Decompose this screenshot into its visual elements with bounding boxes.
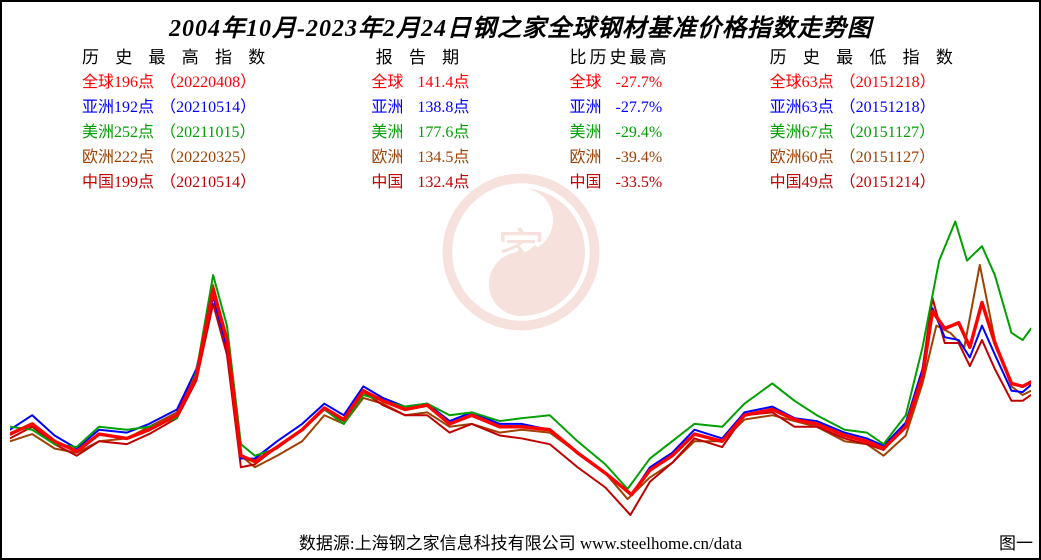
region-value: 美洲252点 bbox=[82, 121, 154, 146]
series-line-china bbox=[10, 298, 1031, 515]
region-label: 美洲 bbox=[570, 121, 610, 146]
region-value: 亚洲63点 bbox=[770, 96, 834, 121]
col-header-report: 报 告 期 bbox=[371, 45, 469, 71]
value-label: -27.7% bbox=[616, 96, 663, 121]
region-label: 全球 bbox=[570, 71, 610, 96]
col-header-high: 历 史 最 高 指 数 bbox=[82, 45, 271, 71]
col-historic-low: 历 史 最 低 指 数 全球63点（20151218）亚洲63点（2015121… bbox=[770, 45, 959, 195]
table-row: 全球63点（20151218） bbox=[770, 71, 959, 96]
region-value: 全球196点 bbox=[82, 71, 154, 96]
region-label: 中国 bbox=[371, 171, 411, 196]
table-row: 美洲177.6点 bbox=[371, 121, 469, 146]
region-label: 欧洲 bbox=[371, 146, 411, 171]
value-label: 132.4点 bbox=[417, 171, 469, 196]
date-label: （20151214） bbox=[840, 171, 936, 196]
header-data-block: 历 史 最 高 指 数 全球196点（20220408）亚洲192点（20210… bbox=[2, 45, 1039, 195]
date-label: （20211015） bbox=[160, 121, 255, 146]
table-row: 欧洲-39.4% bbox=[570, 146, 670, 171]
region-value: 欧洲60点 bbox=[770, 146, 834, 171]
table-row: 全球-27.7% bbox=[570, 71, 670, 96]
region-label: 欧洲 bbox=[570, 146, 610, 171]
value-label: 134.5点 bbox=[417, 146, 469, 171]
date-label: （20210514） bbox=[160, 171, 256, 196]
date-label: （20151218） bbox=[840, 96, 936, 121]
table-row: 亚洲192点（20210514） bbox=[82, 96, 271, 121]
series-line-global bbox=[10, 290, 1031, 495]
series-line-europe bbox=[10, 265, 1031, 499]
col-report-period: 报 告 期 全球141.4点亚洲138.8点美洲177.6点欧洲134.5点中国… bbox=[371, 45, 469, 195]
table-row: 美洲-29.4% bbox=[570, 121, 670, 146]
region-value: 中国49点 bbox=[770, 171, 834, 196]
date-label: （20220325） bbox=[160, 146, 256, 171]
table-row: 全球196点（20220408） bbox=[82, 71, 271, 96]
table-row: 亚洲138.8点 bbox=[371, 96, 469, 121]
table-row: 欧洲60点（20151127） bbox=[770, 146, 959, 171]
value-label: -33.5% bbox=[616, 171, 663, 196]
value-label: -29.4% bbox=[616, 121, 663, 146]
table-row: 中国199点（20210514） bbox=[82, 171, 271, 196]
date-label: （20151127） bbox=[840, 121, 935, 146]
region-value: 美洲67点 bbox=[770, 121, 834, 146]
plot-area bbox=[10, 210, 1031, 528]
chart-title: 2004年10月-2023年2月24日钢之家全球钢材基准价格指数走势图 bbox=[2, 2, 1039, 45]
table-row: 美洲67点（20151127） bbox=[770, 121, 959, 146]
value-label: -39.4% bbox=[616, 146, 663, 171]
region-label: 全球 bbox=[371, 71, 411, 96]
table-row: 亚洲-27.7% bbox=[570, 96, 670, 121]
figure-label: 图一 bbox=[999, 529, 1033, 554]
region-label: 中国 bbox=[570, 171, 610, 196]
region-value: 中国199点 bbox=[82, 171, 154, 196]
table-row: 中国-33.5% bbox=[570, 171, 670, 196]
region-value: 全球63点 bbox=[770, 71, 834, 96]
col-vs-high: 比历史最高 全球-27.7%亚洲-27.7%美洲-29.4%欧洲-39.4%中国… bbox=[570, 45, 670, 195]
col-historic-high: 历 史 最 高 指 数 全球196点（20220408）亚洲192点（20210… bbox=[82, 45, 271, 195]
date-label: （20151218） bbox=[840, 71, 936, 96]
table-row: 欧洲222点（20220325） bbox=[82, 146, 271, 171]
region-label: 亚洲 bbox=[371, 96, 411, 121]
date-label: （20210514） bbox=[160, 96, 256, 121]
table-row: 亚洲63点（20151218） bbox=[770, 96, 959, 121]
table-row: 中国132.4点 bbox=[371, 171, 469, 196]
col-header-vs: 比历史最高 bbox=[570, 45, 670, 71]
series-line-asia bbox=[10, 297, 1031, 495]
region-value: 亚洲192点 bbox=[82, 96, 154, 121]
chart-container: 2004年10月-2023年2月24日钢之家全球钢材基准价格指数走势图 历 史 … bbox=[0, 0, 1041, 560]
value-label: -27.7% bbox=[616, 71, 663, 96]
table-row: 欧洲134.5点 bbox=[371, 146, 469, 171]
source-line: 数据源:上海钢之家信息科技有限公司 www.steelhome.cn/data bbox=[2, 529, 1039, 554]
table-row: 中国49点（20151214） bbox=[770, 171, 959, 196]
region-label: 美洲 bbox=[371, 121, 411, 146]
date-label: （20220408） bbox=[160, 71, 256, 96]
region-value: 欧洲222点 bbox=[82, 146, 154, 171]
value-label: 138.8点 bbox=[417, 96, 469, 121]
date-label: （20151127） bbox=[840, 146, 935, 171]
table-row: 美洲252点（20211015） bbox=[82, 121, 271, 146]
region-label: 亚洲 bbox=[570, 96, 610, 121]
table-row: 全球141.4点 bbox=[371, 71, 469, 96]
value-label: 177.6点 bbox=[417, 121, 469, 146]
value-label: 141.4点 bbox=[417, 71, 469, 96]
col-header-low: 历 史 最 低 指 数 bbox=[770, 45, 959, 71]
